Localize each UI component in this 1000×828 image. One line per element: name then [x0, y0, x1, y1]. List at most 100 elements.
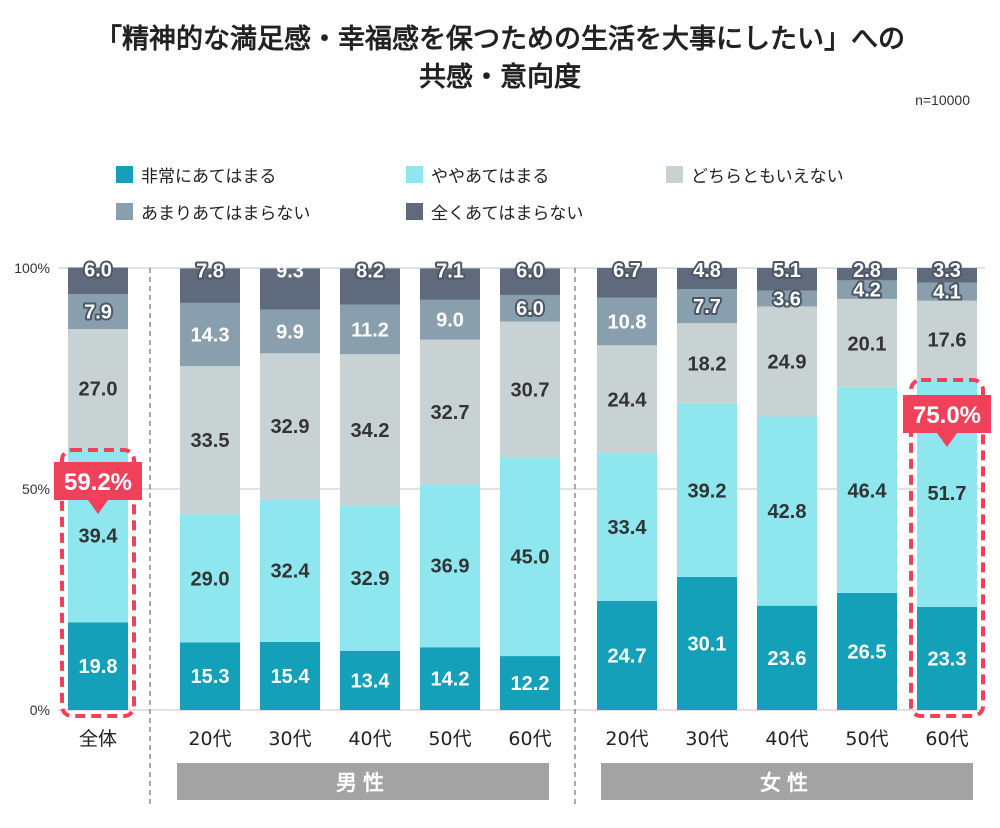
- x-tick-label: 全体: [79, 728, 117, 750]
- data-label: 24.7: [608, 645, 647, 667]
- data-label: 9.0: [436, 310, 464, 332]
- group-label: 男性: [336, 771, 390, 795]
- bar-segment: [420, 339, 480, 485]
- data-label: 12.2: [511, 673, 550, 695]
- bar-segment: [597, 345, 657, 454]
- data-label: 29.0: [191, 568, 230, 590]
- data-label: 33.5: [191, 430, 230, 452]
- data-label: 7.1: [436, 260, 464, 282]
- bar-segment: [837, 280, 897, 299]
- group-label-bar: [601, 763, 973, 800]
- data-label: 4.1: [933, 282, 961, 304]
- bar-segment: [757, 306, 817, 417]
- bar-segment: [260, 309, 320, 354]
- data-label: 36.9: [431, 556, 470, 578]
- x-tick-label: 60代: [508, 728, 551, 750]
- bar-segment: [260, 353, 320, 499]
- data-label: 11.2: [351, 319, 389, 341]
- data-label: 39.4: [79, 525, 119, 547]
- bar-segment: [837, 268, 897, 281]
- legend-label: 全くあてはまらない: [431, 204, 584, 224]
- highlight-label: 75.0%: [913, 402, 981, 429]
- bar-segment: [68, 267, 128, 295]
- bar-segment: [180, 268, 240, 303]
- bar-segment: [837, 298, 897, 388]
- data-label: 45.0: [511, 547, 550, 569]
- bar-segment: [180, 366, 240, 515]
- bar-segment: [757, 416, 817, 606]
- data-label: 3.6: [773, 288, 801, 310]
- callout-pointer: [88, 500, 108, 514]
- bar-segment: [597, 297, 657, 346]
- bar-segment: [68, 328, 128, 449]
- chart-title: 「精神的な満足感・幸福感を保つための生活を大事にしたい」への: [95, 24, 905, 55]
- bar-segment: [260, 268, 320, 310]
- legend-item: どちらともいえない: [666, 162, 844, 187]
- bar-segment: [340, 304, 400, 355]
- data-label: 7.8: [196, 260, 224, 282]
- bar-segment: [500, 656, 560, 710]
- data-label: 19.8: [79, 656, 118, 678]
- group-label: 女性: [760, 771, 814, 795]
- legend-item: ややあてはまる: [406, 162, 549, 187]
- data-label: 34.2: [351, 420, 390, 442]
- data-label: 7.7: [693, 296, 721, 318]
- bar-segment: [597, 453, 657, 601]
- bar-segment: [420, 299, 480, 340]
- bar-segment: [677, 268, 737, 290]
- data-label: 18.2: [688, 353, 727, 375]
- data-label: 4.8: [693, 260, 721, 282]
- legend-label: ややあてはまる: [431, 167, 550, 187]
- bar-segment: [677, 323, 737, 404]
- bar-segment: [500, 268, 560, 295]
- data-label: 42.8: [768, 501, 807, 523]
- data-label: 6.0: [516, 298, 544, 320]
- bar-segment: [340, 505, 400, 651]
- x-tick-label: 50代: [845, 728, 888, 750]
- data-label: 14.2: [431, 669, 470, 691]
- highlight-frame: [909, 378, 985, 718]
- data-label: 32.7: [431, 402, 470, 424]
- bar-segment: [597, 600, 657, 710]
- x-tick-label: 30代: [268, 728, 311, 750]
- data-label: 2.8: [853, 260, 881, 282]
- x-tick-label: 40代: [348, 728, 391, 750]
- bar-segment: [500, 457, 560, 657]
- legend-swatch: [116, 203, 133, 220]
- bar-segment: [837, 387, 897, 593]
- bar-segment: [917, 282, 977, 301]
- data-label: 6.0: [84, 260, 112, 282]
- data-label: 6.7: [613, 260, 641, 282]
- data-label: 32.4: [271, 560, 311, 582]
- data-label: 15.4: [271, 666, 311, 688]
- bar-segment: [677, 576, 737, 710]
- x-tick-label: 20代: [188, 728, 231, 750]
- y-tick-label: 0%: [30, 702, 50, 718]
- highlight-label: 59.2%: [64, 469, 132, 496]
- data-label: 15.3: [191, 666, 230, 688]
- bar-segment: [340, 268, 400, 305]
- x-tick-label: 20代: [605, 728, 648, 750]
- data-label: 32.9: [351, 568, 390, 590]
- data-label: 32.9: [271, 416, 310, 438]
- bar-segment: [340, 354, 400, 506]
- data-label: 30.7: [511, 379, 550, 401]
- bar-segment: [500, 294, 560, 322]
- data-label: 13.4: [351, 670, 391, 692]
- bar-segment: [180, 302, 240, 367]
- data-label: 3.3: [933, 260, 961, 282]
- bar-segment: [68, 622, 128, 710]
- bar-segment: [180, 514, 240, 643]
- bar-segment: [500, 321, 560, 458]
- highlight-callout: [54, 462, 142, 500]
- data-label: 6.0: [516, 260, 544, 282]
- legend-label: あまりあてはまらない: [141, 204, 311, 224]
- data-label: 8.2: [356, 260, 384, 282]
- legend-swatch: [406, 166, 423, 183]
- bar-segment: [677, 289, 737, 324]
- x-tick-label: 30代: [685, 728, 728, 750]
- x-tick-label: 50代: [428, 728, 471, 750]
- data-label: 5.1: [773, 260, 801, 282]
- legend-swatch: [666, 166, 683, 183]
